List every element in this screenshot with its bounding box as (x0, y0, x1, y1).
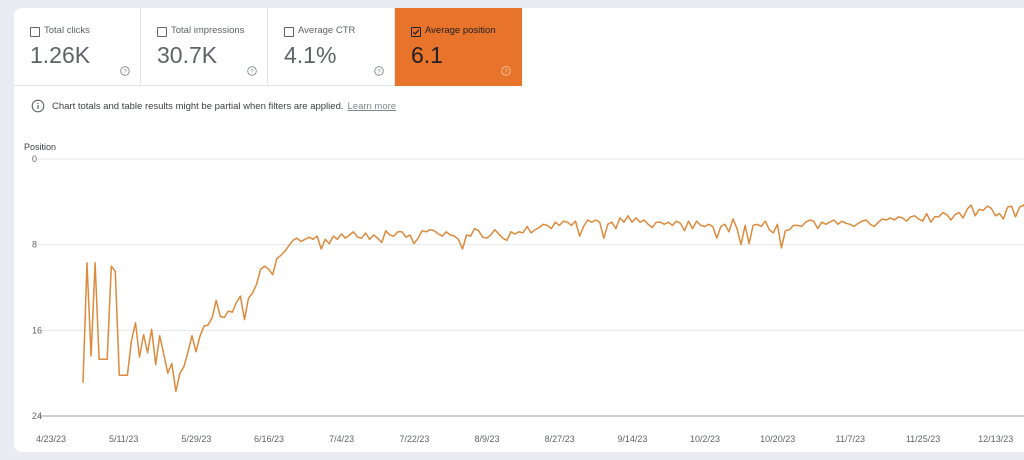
metric-value: 30.7K (157, 42, 218, 68)
y-tick-label: 24 (32, 411, 42, 421)
y-tick-label: 8 (32, 240, 37, 250)
metric-value: 6.1 (411, 42, 443, 68)
metric-label: Average CTR (298, 25, 356, 36)
checkbox-unchecked-icon[interactable] (284, 27, 294, 37)
x-tick-label: 5/29/23 (181, 434, 211, 444)
metric-tile-total-clicks[interactable]: Total clicks 1.26K ? (14, 8, 141, 86)
x-tick-label: 11/25/23 (906, 434, 940, 444)
help-icon[interactable]: ? (247, 66, 257, 76)
metric-value: 1.26K (30, 42, 91, 68)
performance-card: Total clicks 1.26K ? Total impressions 3… (14, 8, 1024, 452)
y-tick-label: 16 (32, 325, 42, 335)
metric-tiles: Total clicks 1.26K ? Total impressions 3… (14, 8, 522, 86)
help-icon[interactable]: ? (501, 66, 511, 76)
checkbox-checked-icon[interactable] (411, 27, 421, 37)
y-axis-label: Position (24, 142, 56, 152)
x-tick-label: 5/11/23 (109, 434, 138, 444)
metric-tile-average-ctr[interactable]: Average CTR 4.1% ? (268, 8, 395, 86)
help-icon[interactable]: ? (120, 66, 130, 76)
help-icon[interactable]: ? (374, 66, 384, 76)
x-tick-label: 6/16/23 (254, 434, 284, 444)
x-tick-label: 11/7/23 (836, 434, 865, 444)
svg-text:?: ? (504, 68, 508, 75)
x-tick-label: 4/23/23 (36, 434, 66, 444)
info-icon (31, 99, 45, 113)
svg-text:?: ? (250, 68, 254, 75)
x-tick-label: 9/14/23 (617, 434, 647, 444)
x-tick-label: 7/22/23 (399, 434, 429, 444)
svg-text:?: ? (377, 68, 381, 75)
position-chart-svg: Position 0 8 16 24 4/23/23 5/11/23 5/29/23 6/16/… (24, 142, 1024, 444)
checkbox-unchecked-icon[interactable] (157, 27, 167, 37)
y-tick-label: 0 (32, 154, 37, 164)
x-tick-label: 7/4/23 (329, 434, 354, 444)
x-tick-label: 12/13/23 (978, 434, 1013, 444)
series-line-average-position (82, 204, 1024, 393)
x-tick-label: 8/9/23 (475, 434, 500, 444)
metric-tile-average-position[interactable]: Average position 6.1 ? (395, 8, 522, 86)
learn-more-link[interactable]: Learn more (347, 100, 397, 112)
partial-results-notice: Chart totals and table results might be … (31, 98, 396, 114)
position-chart: Position 0 8 16 24 4/23/23 5/11/23 5/29/23 6/16/… (14, 138, 1024, 452)
metric-tile-total-impressions[interactable]: Total impressions 30.7K ? (141, 8, 268, 86)
metric-label: Total impressions (171, 25, 245, 36)
notice-text: Chart totals and table results might be … (52, 100, 344, 112)
svg-text:?: ? (123, 68, 127, 75)
x-tick-label: 10/20/23 (760, 434, 795, 444)
metric-value: 4.1% (284, 42, 337, 68)
checkbox-unchecked-icon[interactable] (30, 27, 40, 37)
metric-label: Average position (425, 25, 496, 36)
x-tick-label: 8/27/23 (545, 434, 575, 444)
x-tick-label: 10/2/23 (690, 434, 720, 444)
metric-label: Total clicks (44, 25, 90, 36)
